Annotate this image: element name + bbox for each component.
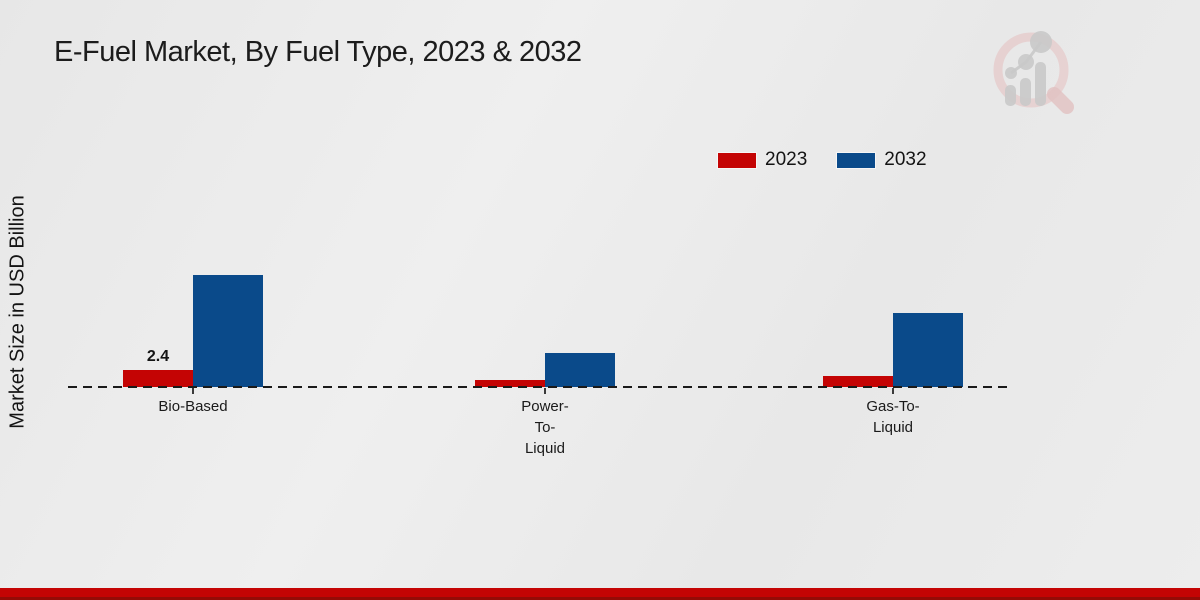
category-label-bio-based: Bio-Based xyxy=(103,396,283,417)
legend: 2023 2032 xyxy=(717,149,927,171)
bar-2023-power-to-liquid xyxy=(475,380,545,387)
category-label-line: To- xyxy=(534,419,556,436)
legend-item-2023: 2023 xyxy=(717,149,808,171)
legend-swatch-2023 xyxy=(717,151,757,169)
legend-label-2023: 2023 xyxy=(765,149,808,170)
category-label-line: Liquid xyxy=(872,419,914,436)
category-label-line: Bio-Based xyxy=(158,398,228,415)
x-axis-tick xyxy=(892,388,894,394)
bar-2023-gas-to-liquid xyxy=(823,376,893,387)
bar-2032-bio-based xyxy=(193,275,263,387)
footer-red-band xyxy=(0,588,1200,600)
legend-label-2032: 2032 xyxy=(884,149,927,170)
legend-swatch-2032 xyxy=(836,151,877,169)
magnifier-bar-chart-icon xyxy=(993,31,1074,114)
bar-value-label: 2.4 xyxy=(146,348,170,365)
category-label-line: Power- xyxy=(521,398,569,415)
category-label-line: Gas-To- xyxy=(866,398,920,415)
brand-watermark-logo xyxy=(993,31,1074,114)
x-axis-tick xyxy=(192,388,194,394)
bar-2032-gas-to-liquid xyxy=(893,313,963,387)
x-axis-baseline xyxy=(68,386,1008,388)
category-label-gas-to-liquid: Gas-To- Liquid xyxy=(803,396,983,438)
chart-title: E-Fuel Market, By Fuel Type, 2023 & 2032 xyxy=(54,36,582,68)
category-label-power-to-liquid: Power- To- Liquid xyxy=(455,396,635,459)
category-label-line: Liquid xyxy=(524,440,566,457)
legend-item-2032: 2032 xyxy=(836,149,927,171)
y-axis-label: Market Size in USD Billion xyxy=(6,195,29,429)
bar-2023-bio-based xyxy=(123,370,193,387)
bar-2032-power-to-liquid xyxy=(545,353,615,387)
x-axis-tick xyxy=(544,388,546,394)
